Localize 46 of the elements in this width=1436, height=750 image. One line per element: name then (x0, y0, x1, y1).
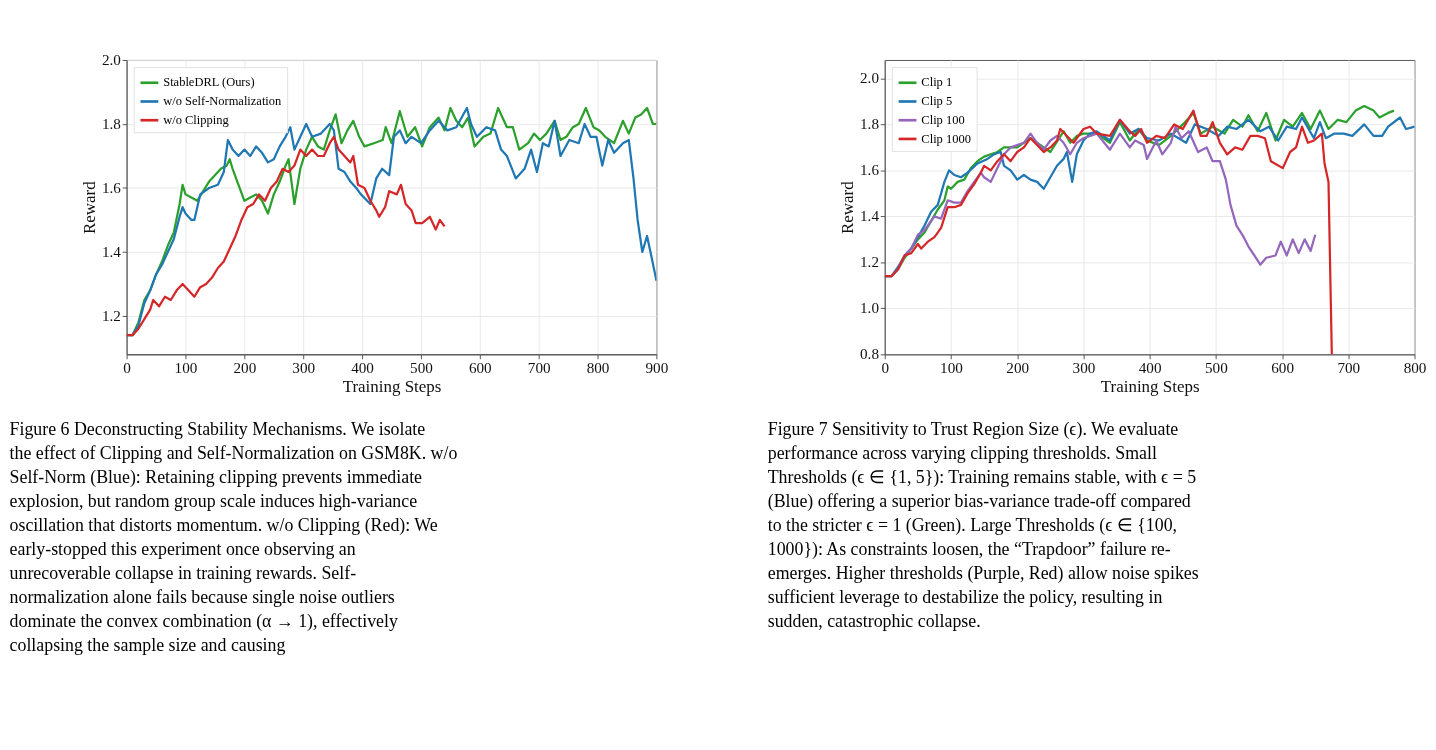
text: Figure 7 Sensitivity to Trust Region Size (ϵ). We evaluate performance across varying clipping thresholds. Small Thresholds (ϵ ∈ {1, 5}): Training remains stable, with ϵ = 5 (Blue) offering a superior bias-variance trade-off compared to the stricter ϵ = 1 (Green). Large Thresholds (ϵ ∈ {100, 1000}): As constraints loosen, the “Trapdoor” failure re-emerges. Higher thresholds (Purple, Red) allow noise spikes sufficient leverage to destabilize the policy, resulting in sudden, catastrophic collapse. (767, 418, 1199, 632)
legend-label: w/o Clipping (163, 112, 229, 127)
x-tick-label: 600 (1271, 358, 1294, 376)
x-tick-label: 300 (1072, 358, 1096, 376)
y-tick-label: 1.8 (101, 114, 121, 132)
y-axis-title: Reward (79, 180, 99, 234)
y-tick-label: 2.0 (101, 50, 121, 68)
y-tick-label: 0.8 (860, 345, 879, 363)
x-tick-label: 100 (940, 358, 963, 376)
legend-label: w/o Self-Normalization (163, 94, 283, 109)
legend-label: Clip 100 (921, 112, 965, 127)
x-tick-label: 400 (1138, 358, 1162, 376)
x-tick-label: 200 (1006, 358, 1030, 376)
y-tick-label: 1.4 (101, 242, 122, 260)
legend-label: Clip 1000 (921, 131, 971, 146)
y-tick-label: 1.0 (860, 299, 879, 317)
y-tick-label: 1.2 (101, 306, 121, 324)
y-tick-label: 1.4 (860, 207, 880, 225)
y-axis-title: Reward (837, 180, 857, 234)
x-tick-label: 900 (645, 358, 669, 376)
x-tick-label: 800 (586, 358, 610, 376)
line-series (126, 135, 446, 337)
y-tick-label: 1.6 (860, 161, 880, 179)
legend-label: Clip 1 (921, 75, 953, 90)
y-tick-label: 1.2 (860, 253, 879, 271)
x-tick-label: 700 (1337, 358, 1361, 376)
text: Figure 6 Deconstructing Stability Mechanisms. We isolate the effect of Clipping and Self-Normalization on GSM8K. w/o Self-Norm (Blue): Retaining clipping prevents immediate explosion, but random group scale induces high-variance oscillation that distorts momentum. w/o Clipping (Red): We early-stopped this experiment once observing an unrecoverable collapse in training rewards. Self-normalization alone fails because single noise outliers dominate the convex combination (α → 1), effectively collapsing the sample size and causing (9, 418, 458, 656)
x-tick-label: 800 (1403, 358, 1427, 376)
x-tick-label: 400 (351, 358, 374, 376)
x-axis-title: Training Steps (1100, 377, 1200, 397)
x-tick-label: 700 (527, 358, 551, 376)
x-tick-label: 300 (292, 358, 316, 376)
x-tick-label: 500 (410, 358, 433, 376)
x-tick-label: 0 (123, 358, 131, 376)
line-series (884, 109, 1333, 355)
x-tick-label: 0 (881, 358, 890, 376)
x-tick-label: 500 (1205, 358, 1228, 376)
y-tick-label: 2.0 (860, 69, 879, 87)
y-tick-label: 1.6 (101, 178, 122, 196)
y-tick-label: 1.8 (860, 115, 879, 133)
x-tick-label: 100 (174, 358, 198, 376)
x-tick-label: 600 (468, 358, 492, 376)
x-axis-title: Training Steps (342, 377, 442, 397)
x-tick-label: 200 (233, 358, 257, 376)
legend-label: StableDRL (Ours) (163, 75, 255, 90)
legend-label: Clip 5 (921, 94, 953, 109)
